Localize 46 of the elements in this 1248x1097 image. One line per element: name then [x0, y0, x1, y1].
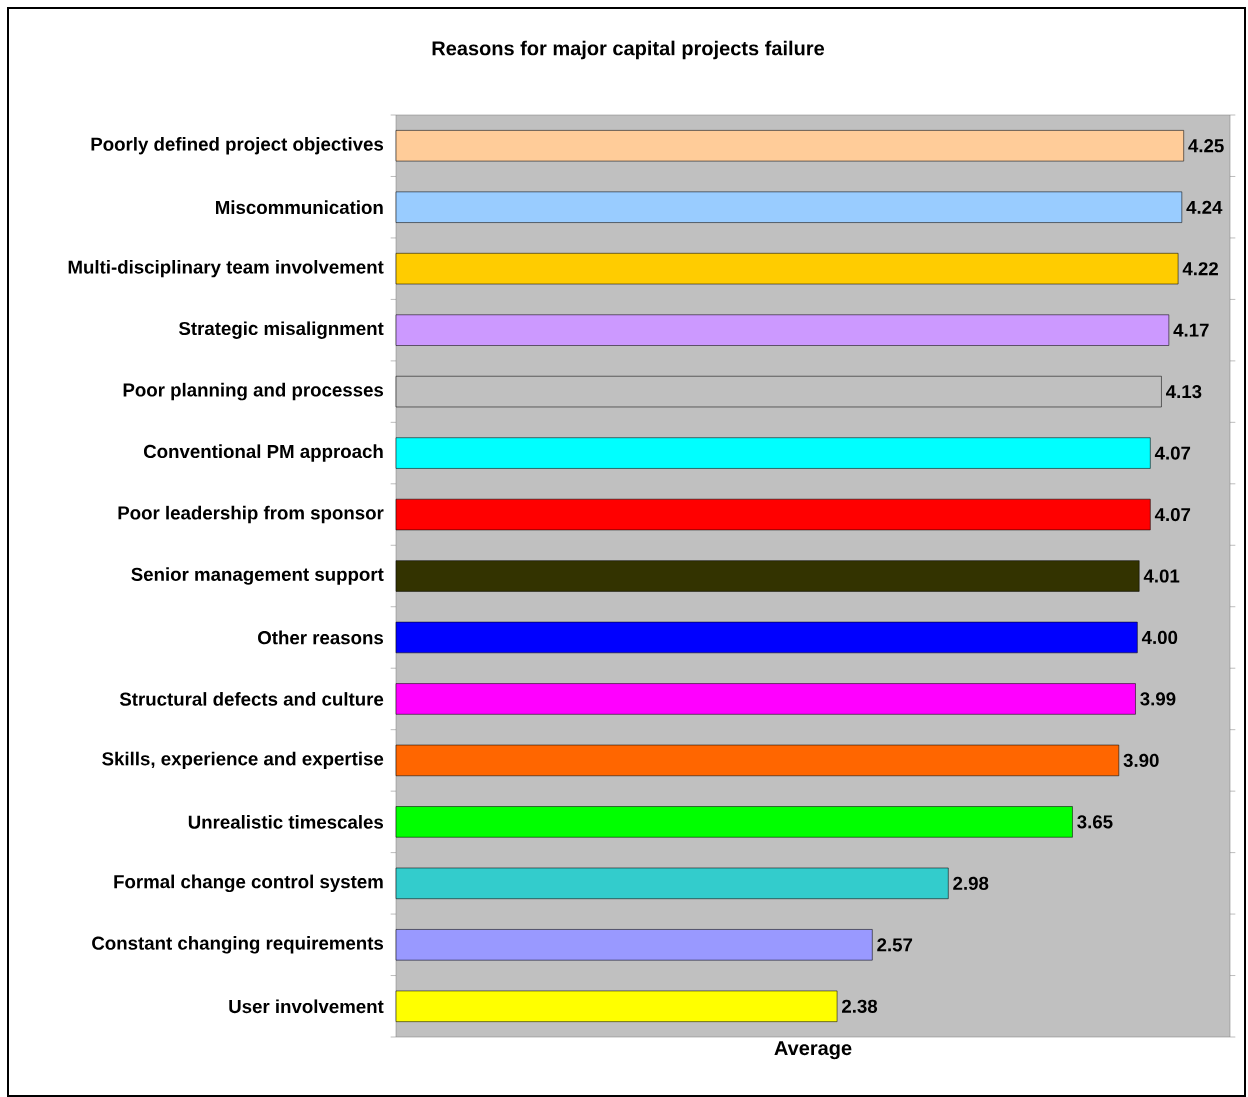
data-label: 4.07 — [1154, 446, 1191, 460]
chart-title: Reasons for major capital projects failure — [432, 40, 825, 60]
bar — [395, 806, 1073, 838]
data-label: 3.90 — [1123, 753, 1159, 768]
bar — [395, 929, 873, 961]
data-label: 4.17 — [1173, 323, 1209, 337]
data-label: 4.24 — [1186, 200, 1223, 214]
data-label: 4.01 — [1143, 569, 1180, 583]
data-label: 4.07 — [1154, 507, 1191, 522]
bar — [395, 867, 949, 899]
y-tick-label: Skills, experience and expertise — [102, 751, 384, 770]
y-tick-label: Other reasons — [258, 630, 384, 645]
y-tick-label: Conventional PM approach — [143, 444, 383, 462]
bar — [395, 253, 1179, 285]
bar — [395, 621, 1138, 654]
y-tick-label: Multi-disciplinary team involvement — [68, 259, 384, 278]
y-tick-label: User involvement — [229, 999, 384, 1014]
bar — [395, 130, 1184, 162]
data-label: 4.25 — [1188, 139, 1224, 153]
y-tick-label: Senior management support — [131, 567, 384, 585]
bar — [395, 744, 1120, 777]
bar — [395, 437, 1151, 469]
data-label: 4.00 — [1141, 630, 1178, 645]
data-label: 4.13 — [1166, 384, 1202, 399]
bar — [395, 191, 1183, 223]
y-tick-label: Poor planning and processes — [123, 382, 384, 401]
data-label: 4.22 — [1182, 262, 1218, 276]
data-label: 3.65 — [1077, 815, 1113, 829]
data-label: 2.57 — [877, 938, 913, 952]
bar — [395, 498, 1151, 531]
data-label: 3.99 — [1140, 692, 1176, 706]
y-tick-label: Formal change control system — [114, 874, 383, 893]
y-tick-label: Miscommunication — [216, 200, 383, 215]
bar — [395, 314, 1170, 346]
y-tick-label: Constant changing requirements — [92, 936, 384, 954]
y-tick-label: Poor leadership from sponsor — [118, 505, 384, 524]
bar — [395, 560, 1140, 592]
y-tick-label: Strategic misalignment — [178, 321, 384, 339]
y-tick-label: Unrealistic timescales — [188, 815, 384, 829]
bar — [395, 683, 1136, 715]
data-label: 2.38 — [842, 999, 878, 1013]
y-tick-label: Structural defects and culture — [119, 692, 384, 706]
y-tick-label: Poorly defined project objectives — [91, 137, 384, 155]
data-label: 2.98 — [953, 876, 989, 890]
bar — [395, 990, 838, 1022]
x-axis-title: Average — [774, 1041, 852, 1060]
